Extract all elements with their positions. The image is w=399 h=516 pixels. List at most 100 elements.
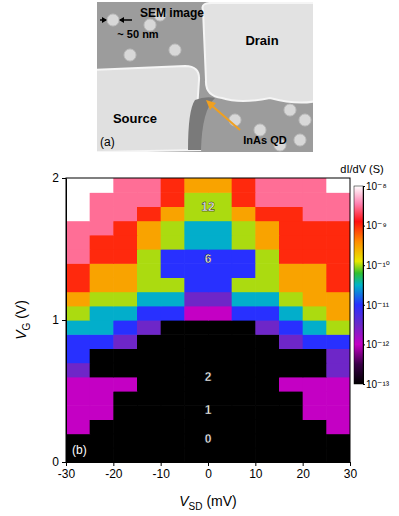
heat-cell [113,363,137,378]
sem-dot [299,114,311,126]
sem-dot [294,134,306,146]
heat-cell [326,363,350,378]
heat-cell [184,320,208,335]
heat-cell [66,277,90,292]
heat-cell [66,249,90,264]
heat-cell [303,235,327,250]
heat-cell [232,448,256,462]
heat-cell [279,277,303,292]
heat-cell [90,348,114,363]
y-tick: 1 [52,313,66,327]
heat-cell [66,377,90,392]
heat-cell [137,178,161,193]
y-tick: 2 [52,171,66,185]
heat-cell [279,178,303,193]
heat-cell [90,235,114,250]
heat-cell [90,405,114,420]
heat-cell [232,235,256,250]
heat-cell [208,348,232,363]
heat-cell [326,405,350,420]
heat-cell [232,348,256,363]
heat-cell [161,306,185,321]
heat-cell [90,192,114,207]
x-tick-label: 30 [344,467,358,481]
sem-title: SEM image [140,6,204,20]
heat-cell [255,363,279,378]
colorbar-tick-label: 10⁻¹¹ [366,300,390,311]
heat-cell [279,263,303,278]
heat-cell [326,292,350,307]
heat-cell [279,405,303,420]
heat-cell [161,434,185,449]
y-axis-line [66,179,67,463]
heat-cell [161,320,185,335]
x-axis: -30-20-100102030 [58,462,358,481]
heat-cell [303,263,327,278]
heat-cell [232,192,256,207]
heat-cell [137,419,161,434]
heat-cell [161,448,185,462]
source-label: Source [113,111,157,126]
heat-cell [113,334,137,349]
heat-cell [208,391,232,406]
heat-cell [232,178,256,193]
heat-cell [113,221,137,236]
y-tick-mark [62,320,66,321]
x-tick: -10 [152,462,170,481]
heat-cell [66,334,90,349]
heat-cell [232,391,256,406]
heat-cell [326,391,350,406]
x-tick-label: -10 [152,467,170,481]
heat-cell [303,277,327,292]
sem-dot [169,44,181,56]
heat-cell [113,292,137,307]
x-tick-mark [303,462,304,466]
heat-cell [137,405,161,420]
heat-cell [66,235,90,250]
heat-cell [326,434,350,449]
heat-cell [66,206,90,221]
y-tick-label: 1 [52,313,59,327]
heat-cell [326,192,350,207]
heat-cell [137,206,161,221]
colorbar-tick-label: 10⁻¹³ [366,379,390,390]
colorbar-tick: 10⁻¹³ [363,379,390,390]
colorbar-tick-label: 10⁻⁹ [366,220,387,231]
heat-cell [184,334,208,349]
colorbar [354,186,363,384]
heat-cell [184,448,208,462]
heat-cell [208,277,232,292]
heat-cell [255,405,279,420]
heat-cell [161,235,185,250]
x-tick-label: 0 [205,467,212,481]
heat-cell [232,363,256,378]
heat-cell [326,249,350,264]
heat-cell [232,306,256,321]
heat-cell [232,405,256,420]
heat-cell [137,292,161,307]
heat-cell [303,178,327,193]
x-tick-label: -20 [105,467,123,481]
x-tick: -20 [105,462,123,481]
x-tick: 10 [249,462,263,481]
heat-cell [255,277,279,292]
heat-cell [303,377,327,392]
y-tick: 0 [52,455,66,469]
heatmap-cells [66,178,350,462]
heat-cell [161,419,185,434]
heat-cell [208,221,232,236]
heat-cell [279,292,303,307]
heat-cell [66,348,90,363]
colorbar-tick-mark [363,226,365,227]
heat-cell [279,434,303,449]
heat-cell [326,348,350,363]
heat-cell [326,320,350,335]
drain-electrode [203,3,314,103]
heat-cell [208,419,232,434]
colorbar-tick-mark [363,344,365,345]
panel-label: (a) [100,135,115,149]
heat-cell [208,363,232,378]
heat-cell [184,306,208,321]
heat-cell [208,405,232,420]
heat-cell [303,206,327,221]
